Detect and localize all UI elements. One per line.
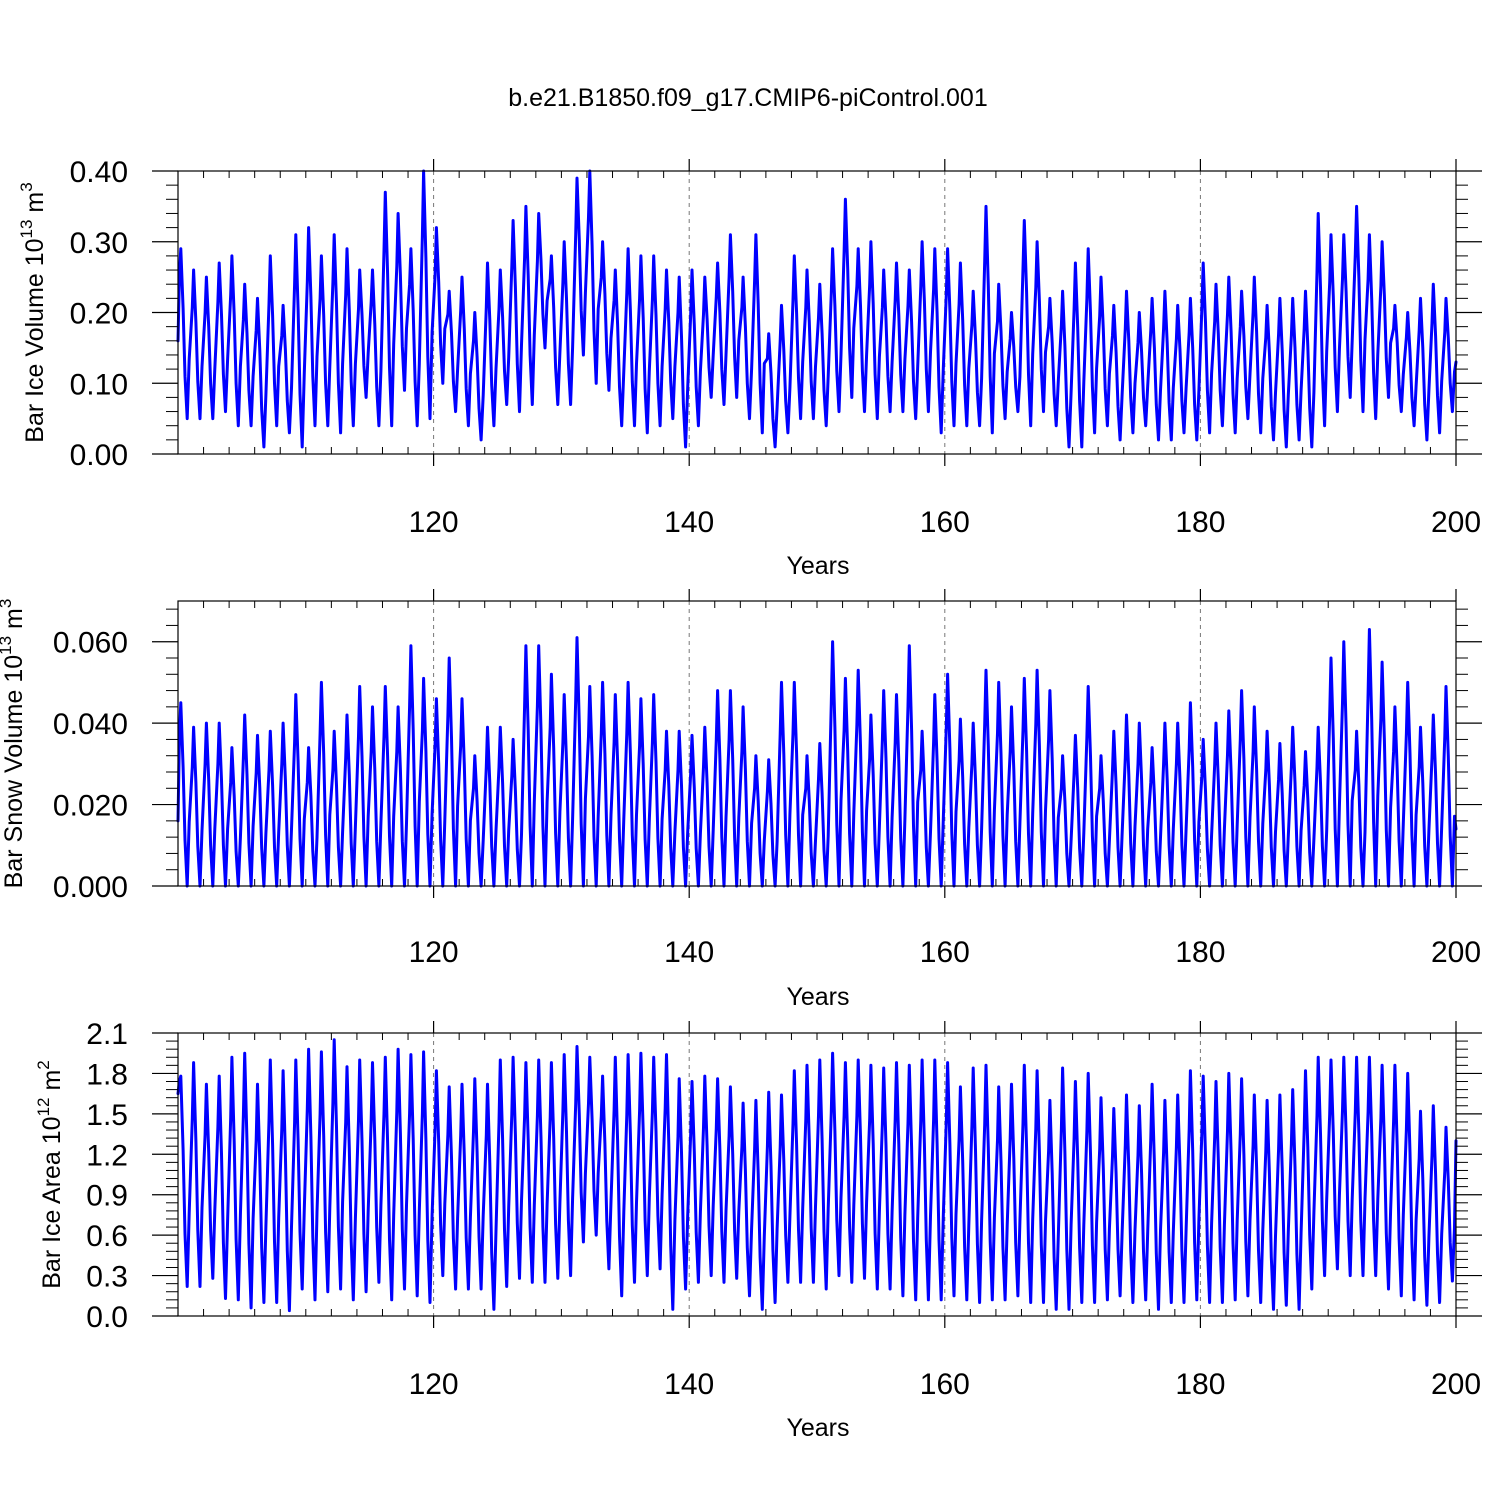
- y-tick-label: 0.040: [53, 708, 128, 741]
- ice-volume-series-line: [176, 169, 1458, 449]
- snow-volume-panel: 120 140 160 180 200 0.000 0.020 0.040 0.060 Years…: [0, 589, 1482, 1011]
- y-axis-title: Bar Snow Volume 1013 m3: [0, 599, 28, 889]
- snow-volume-series-line: [176, 628, 1458, 888]
- y-axis-title-unit-exponent: 3: [0, 599, 15, 608]
- x-tick-label: 120: [409, 936, 459, 969]
- ice-volume-panel: 120 140 160 180 200 0.00 0.10 0.20 0.30 0.40 Years…: [17, 156, 1482, 580]
- x-tick-label: 140: [664, 936, 714, 969]
- x-tick-label: 160: [920, 936, 970, 969]
- y-axis-title-exponent: 13: [17, 220, 36, 239]
- y-tick-label: 0.00: [70, 439, 128, 472]
- x-tick-label: 180: [1175, 1368, 1225, 1401]
- y-axis-title-unit-exponent: 3: [17, 182, 36, 191]
- y-tick-label: 0.6: [86, 1220, 128, 1253]
- x-tick-label: 200: [1431, 1368, 1481, 1401]
- y-tick-label: 1.5: [86, 1099, 128, 1132]
- x-tick-label: 160: [920, 1368, 970, 1401]
- x-tick-label: 180: [1175, 506, 1225, 539]
- y-axis-title-text: Bar Ice Area 10: [38, 1116, 66, 1288]
- x-axis-title: Years: [786, 1414, 849, 1442]
- x-tick-label: 200: [1431, 506, 1481, 539]
- chart-title: b.e21.B1850.f09_g17.CMIP6-piControl.001: [508, 84, 988, 112]
- x-tick-label: 140: [664, 1368, 714, 1401]
- y-axis-title-text: Bar Ice Volume 10: [21, 238, 49, 442]
- x-tick-label: 140: [664, 506, 714, 539]
- y-axis-title-unit: m: [21, 192, 49, 220]
- ice-area-panel: 120 140 160 180 200 0.0 0.3 0.6 0.9 1.2 1.5 1.8 2.1 Y…: [34, 1018, 1482, 1442]
- y-axis-title: Bar Ice Area 1012 m2: [34, 1060, 66, 1289]
- x-axis-title: Years: [786, 552, 849, 580]
- y-axis-title-exponent: 12: [34, 1098, 53, 1117]
- x-tick-label: 200: [1431, 936, 1481, 969]
- y-axis-title: Bar Ice Volume 1013 m3: [17, 182, 49, 442]
- snow-volume-plot-frame: [177, 600, 1457, 887]
- x-tick-label: 160: [920, 506, 970, 539]
- y-tick-label: 0.3: [86, 1261, 128, 1294]
- y-tick-label: 0.10: [70, 368, 128, 401]
- y-axis-title-text: Bar Snow Volume 10: [0, 655, 28, 888]
- y-tick-label: 0.30: [70, 227, 128, 260]
- y-tick-label: 1.8: [86, 1058, 128, 1091]
- x-tick-label: 180: [1175, 936, 1225, 969]
- y-axis-title-exponent: 13: [0, 636, 15, 655]
- ice-area-series-line: [176, 1038, 1458, 1313]
- y-tick-label: 2.1: [86, 1018, 128, 1051]
- y-tick-label: 0.0: [86, 1301, 128, 1334]
- y-axis-title-unit-exponent: 2: [34, 1060, 53, 1069]
- x-tick-label: 120: [409, 506, 459, 539]
- y-axis-title-unit: m: [0, 608, 28, 636]
- x-tick-label: 120: [409, 1368, 459, 1401]
- y-axis-title-unit: m: [38, 1070, 66, 1098]
- y-tick-label: 0.20: [70, 298, 128, 331]
- y-tick-label: 0.9: [86, 1180, 128, 1213]
- y-tick-label: 0.40: [70, 156, 128, 189]
- y-tick-label: 0.000: [53, 871, 128, 904]
- y-tick-label: 1.2: [86, 1139, 128, 1172]
- y-tick-label: 0.020: [53, 790, 128, 823]
- x-axis-title: Years: [786, 983, 849, 1011]
- chart-panels: 120 140 160 180 200 0.00 0.10 0.20 0.30 0.40 Years…: [0, 156, 1482, 1442]
- y-tick-label: 0.060: [53, 627, 128, 660]
